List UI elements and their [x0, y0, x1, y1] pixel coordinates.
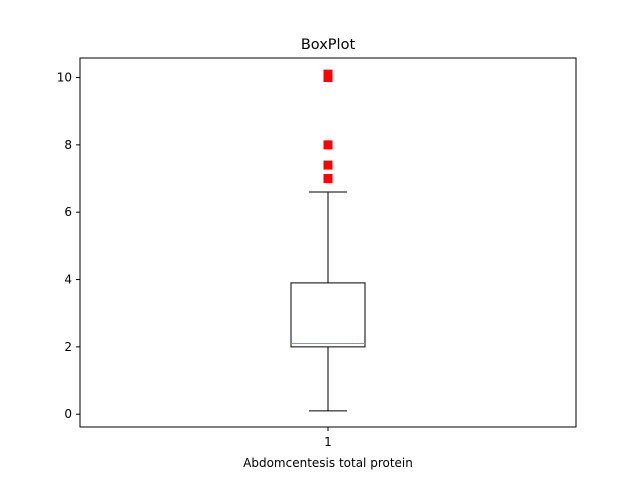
y-tick-label: 8	[64, 138, 72, 152]
outlier-point	[323, 174, 333, 184]
y-tick-label: 0	[64, 407, 72, 421]
y-tick-label: 4	[64, 273, 72, 287]
x-axis: 1	[324, 427, 332, 449]
box-marks	[290, 69, 366, 412]
y-axis: 0 2 4 6 8 10	[57, 71, 80, 421]
outlier-point	[323, 140, 333, 150]
x-tick-label: 1	[324, 435, 332, 449]
chart-title: BoxPlot	[301, 37, 356, 53]
y-tick-label: 10	[57, 71, 72, 85]
outlier-point	[323, 160, 333, 170]
y-tick-label: 6	[64, 205, 72, 219]
outlier-point	[323, 69, 333, 79]
x-axis-label: Abdomcentesis total protein	[243, 456, 413, 470]
iqr-box	[290, 282, 366, 348]
y-tick-label: 2	[64, 340, 72, 354]
